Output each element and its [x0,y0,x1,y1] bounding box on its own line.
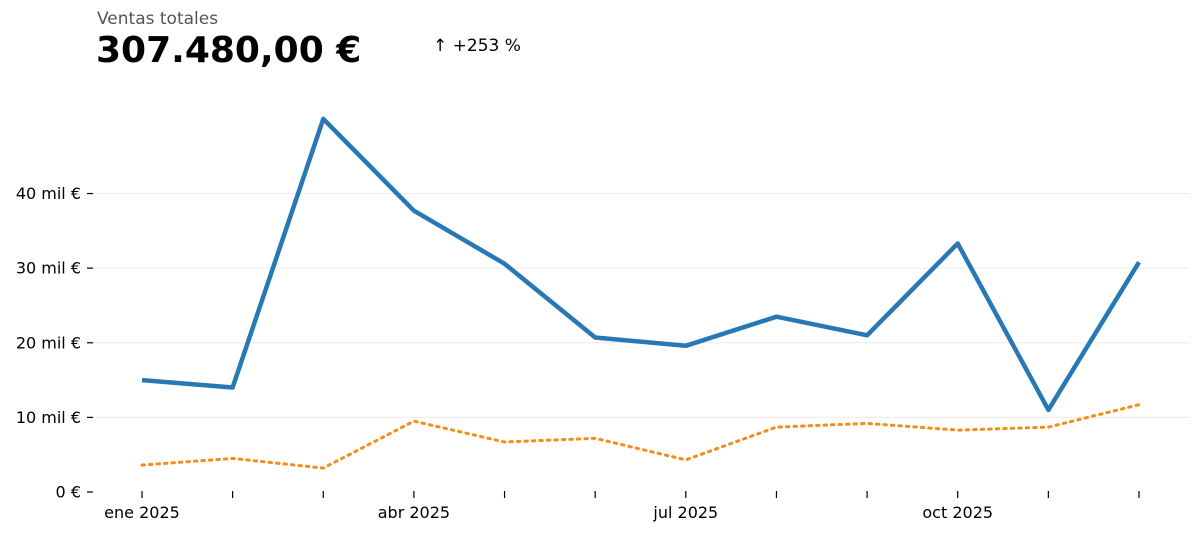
gridlines [92,193,1190,418]
x-tick-label: oct 2025 [922,503,993,522]
x-tick-label: jul 2025 [652,503,718,522]
x-axis: ene 2025 abr 2025 jul 2025 oct 2025 [104,491,1140,522]
kpi-total-value: 307.480,00 € [96,30,362,71]
series-lines [140,116,1141,470]
x-tick-label: abr 2025 [378,503,450,522]
series-line-previous [140,403,1141,470]
y-tick-label: 20 mil € [16,333,81,352]
series-line-current [141,116,1141,413]
y-tick-label: 30 mil € [16,259,81,278]
y-tick-label: 40 mil € [16,184,81,203]
kpi-title: Ventas totales [97,9,219,29]
kpi-change-badge: ↑ +253 % [433,36,521,56]
y-tick-label: 10 mil € [16,408,81,427]
y-axis: 0 € 10 mil € 20 mil € 30 mil € 40 mil € [16,184,93,502]
y-tick-label: 0 € [56,483,81,502]
x-tick-label: ene 2025 [104,503,180,522]
